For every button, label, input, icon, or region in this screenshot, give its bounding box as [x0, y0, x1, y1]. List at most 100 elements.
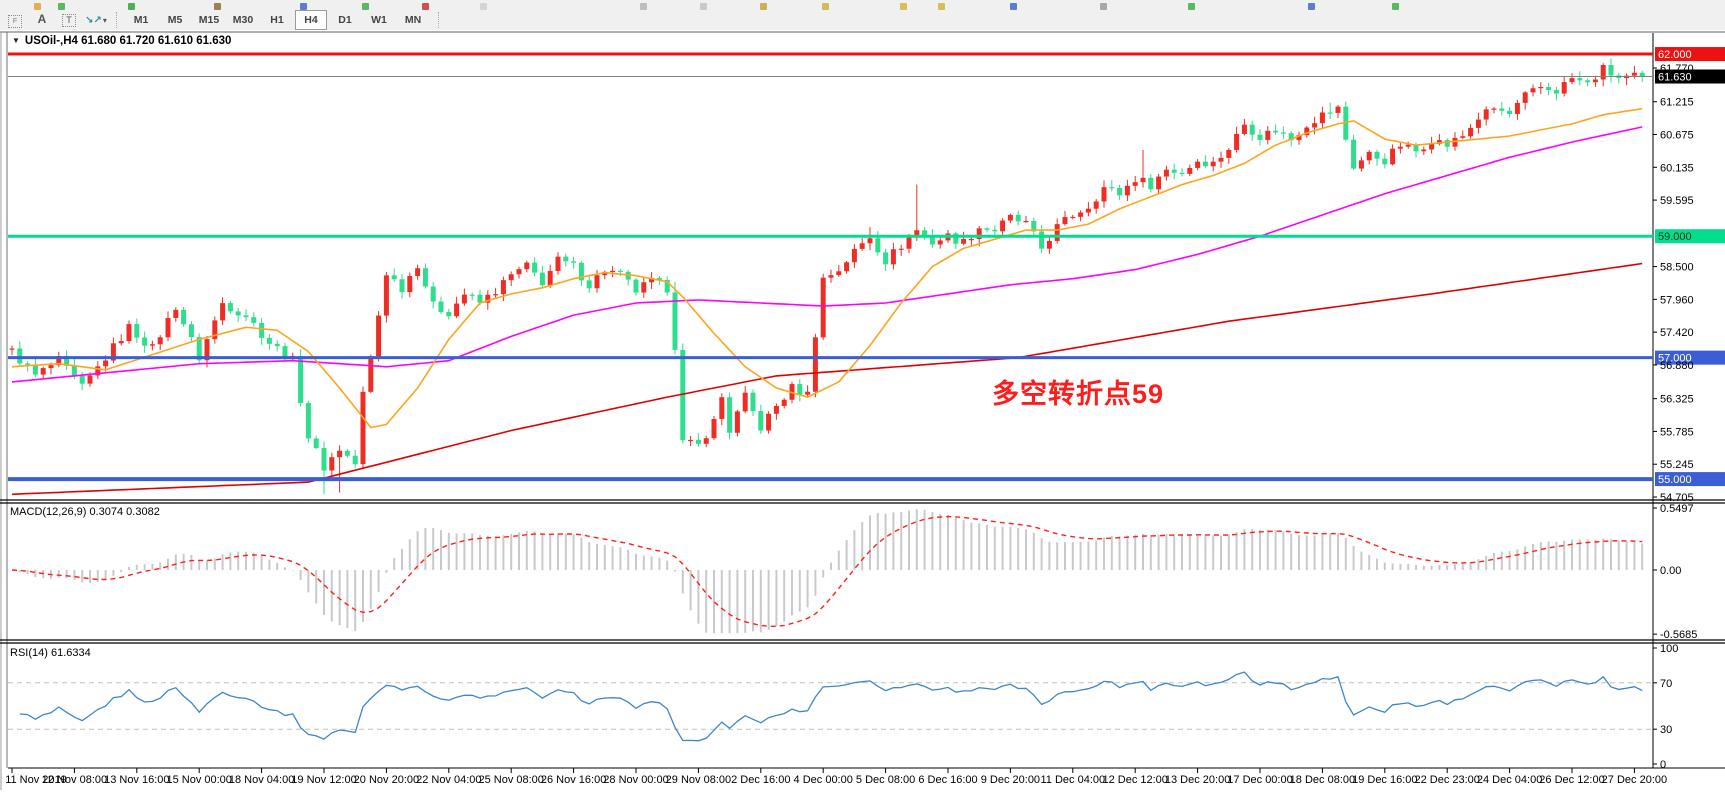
time-axis-label: 27 Dec 20:00 [1602, 774, 1667, 786]
ma-mid-line [11, 126, 1643, 383]
cropped-toolbar-icon [480, 3, 487, 10]
time-axis-label: 5 Dec 08:00 [856, 774, 915, 786]
time-axis-label: 6 Dec 16:00 [918, 774, 977, 786]
time-axis-label: 13 Dec 20:00 [1165, 774, 1230, 786]
rsi-pane: 100 70 30 0 [8, 643, 1678, 771]
cropped-toolbar-icon [300, 3, 307, 10]
price-axis: 61.770 61.215 60.675 60.135 59.595 58.500 57.9… [1653, 63, 1694, 504]
time-axis-label: 26 Dec 12:00 [1539, 774, 1604, 786]
timeframe-button-H4[interactable]: H4 [295, 10, 327, 30]
timeframe-button-M1[interactable]: M1 [133, 14, 149, 26]
symbol-dropdown-icon[interactable]: ▼ [12, 36, 20, 45]
time-axis-label: 18 Dec 08:00 [1290, 774, 1355, 786]
svg-text:59.595: 59.595 [1660, 195, 1694, 207]
svg-text:58.500: 58.500 [1660, 262, 1694, 274]
svg-text:55.785: 55.785 [1660, 426, 1694, 438]
svg-text:0.5497: 0.5497 [1660, 503, 1694, 515]
toolbar: F A T ↘↗ ▾ M1 M5 M15 M30 H1 H4 D1 W1 MN [0, 10, 1725, 31]
svg-text:56.880: 56.880 [1660, 360, 1694, 372]
time-axis-label: 20 Nov 20:00 [354, 774, 419, 786]
time-axis-label: 13 Nov 16:00 [104, 774, 169, 786]
cropped-toolbar-icon [760, 3, 767, 10]
text-label-icon[interactable]: A [37, 11, 47, 26]
ma-fast-line [11, 107, 1643, 429]
timeframe-button-D1[interactable]: D1 [338, 14, 352, 26]
svg-text:-0.5685: -0.5685 [1660, 629, 1697, 641]
cropped-toolbar-icon [1308, 3, 1315, 10]
toolbar-separator [116, 12, 118, 28]
time-axis-label: 22 Nov 04:00 [416, 774, 481, 786]
cropped-toolbar-icon [362, 3, 369, 10]
svg-text:60.135: 60.135 [1660, 162, 1694, 174]
cropped-toolbar-icon [938, 3, 945, 10]
svg-text:61.770: 61.770 [1660, 63, 1694, 75]
chart-title: ▼ USOil-,H4 61.680 61.720 61.610 61.630 [12, 35, 231, 47]
chart-frame [0, 31, 1725, 790]
svg-text:55.000: 55.000 [1658, 474, 1692, 486]
cropped-toolbar-icon [1392, 3, 1399, 10]
timeframe-button-W1[interactable]: W1 [371, 14, 387, 26]
cropped-toolbar-icon [34, 3, 41, 10]
macd-signal-line [11, 515, 1643, 627]
moving-averages [11, 107, 1643, 496]
time-axis-label: 26 Nov 16:00 [541, 774, 606, 786]
svg-text:57.960: 57.960 [1660, 294, 1694, 306]
svg-text:61.215: 61.215 [1660, 97, 1694, 109]
svg-text:57.420: 57.420 [1660, 327, 1694, 339]
time-axis-label: 2 Dec 16:00 [731, 774, 790, 786]
cropped-toolbar-icon [128, 3, 135, 10]
time-axis-label: 12 Nov 08:00 [42, 774, 107, 786]
timeframe-button-MN[interactable]: MN [404, 14, 422, 26]
cropped-toolbar-icon [58, 3, 65, 10]
timeframe-button-M15[interactable]: M15 [198, 14, 220, 26]
timeframe-button-M5[interactable]: M5 [167, 14, 183, 26]
time-axis-label: 11 Nov 2019 [5, 774, 67, 786]
timeframe-buttons-group: M1 M5 M15 M30 H1 H4 D1 W1 MN [124, 10, 430, 30]
timeframe-button-M30[interactable]: M30 [232, 14, 254, 26]
time-axis-label: 19 Nov 12:00 [291, 774, 356, 786]
drawing-tools-group: F A T ↘↗ ▾ [0, 10, 108, 31]
time-axis-label: 28 Nov 00:00 [603, 774, 668, 786]
svg-text:30: 30 [1660, 724, 1672, 736]
text-tool-icon[interactable]: T [57, 11, 81, 29]
time-axis-label: 4 Dec 00:00 [794, 774, 853, 786]
annotation-text: 多空转折点59 [992, 379, 1165, 409]
cropped-toolbar-icon [422, 3, 429, 10]
svg-text:59.000: 59.000 [1658, 231, 1692, 243]
time-axis-label: 17 Dec 00:00 [1227, 774, 1292, 786]
cropped-toolbar-icon [1100, 3, 1107, 10]
svg-text:54.705: 54.705 [1660, 492, 1694, 504]
candles [9, 58, 1645, 495]
time-axis-label: 15 Nov 00:00 [166, 774, 231, 786]
cropped-toolbar-icon [1188, 3, 1195, 10]
svg-text:62.000: 62.000 [1658, 49, 1692, 61]
svg-text:60.675: 60.675 [1660, 130, 1694, 142]
cropped-toolbar-icon [900, 3, 907, 10]
time-axis-label: 12 Dec 12:00 [1102, 774, 1167, 786]
ma-slow-line [11, 262, 1643, 496]
svg-text:0.00: 0.00 [1660, 565, 1681, 577]
svg-text:56.325: 56.325 [1660, 394, 1694, 406]
chart-window[interactable]: 62.000 59.000 57.000 55.000 61.630 61.770 61.2… [0, 30, 1725, 792]
time-axis-label: 19 Dec 16:00 [1352, 774, 1417, 786]
timeframe-button-H1[interactable]: H1 [270, 14, 284, 26]
cropped-toolbar-icon [822, 3, 829, 10]
toolbar-separator [438, 12, 440, 28]
arrow-styles-icon[interactable]: ↘↗ ▾ [85, 14, 107, 26]
svg-text:0: 0 [1660, 759, 1666, 771]
time-axis-label: 11 Dec 04:00 [1040, 774, 1105, 786]
template-grid-icon[interactable]: F [3, 12, 27, 30]
time-axis-label: 9 Dec 20:00 [981, 774, 1040, 786]
cropped-toolbar-icon [1010, 3, 1017, 10]
time-axis-label: 25 Nov 08:00 [478, 774, 543, 786]
svg-text:55.245: 55.245 [1660, 459, 1694, 471]
rsi-indicator-label: RSI(14) 61.6334 [10, 647, 91, 659]
chart-title-text: USOil-,H4 61.680 61.720 61.610 61.630 [24, 35, 232, 47]
horizontal-levels: 62.000 59.000 57.000 55.000 61.630 [8, 47, 1725, 487]
time-axis-label: 18 Nov 04:00 [229, 774, 294, 786]
macd-pane: 0.5497 0.00 -0.5685 [11, 503, 1697, 641]
svg-text:61.630: 61.630 [1658, 72, 1692, 84]
